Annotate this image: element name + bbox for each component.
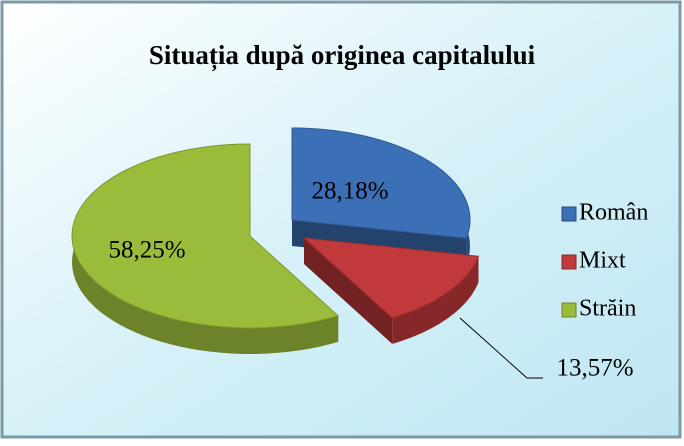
data-label: 13,57%: [556, 355, 633, 382]
legend-swatch: [561, 206, 577, 222]
slice: [71, 143, 340, 329]
chart-title: Situația după originea capitalului: [149, 40, 536, 71]
slice-side: [72, 144, 339, 354]
legend-swatch: [561, 254, 577, 270]
legend-label: Străin: [579, 296, 636, 322]
pie: [71, 127, 480, 354]
leader-line: [459, 317, 543, 379]
data-label: 58,25%: [108, 237, 185, 264]
legend-label: Mixt: [579, 248, 626, 274]
data-label: 28,18%: [311, 178, 388, 205]
slice-side: [392, 256, 479, 344]
slice-side: [304, 238, 393, 344]
slice: [291, 127, 471, 239]
slice: [302, 237, 480, 319]
legend-swatch: [561, 302, 577, 318]
legend-label: Român: [579, 200, 648, 226]
